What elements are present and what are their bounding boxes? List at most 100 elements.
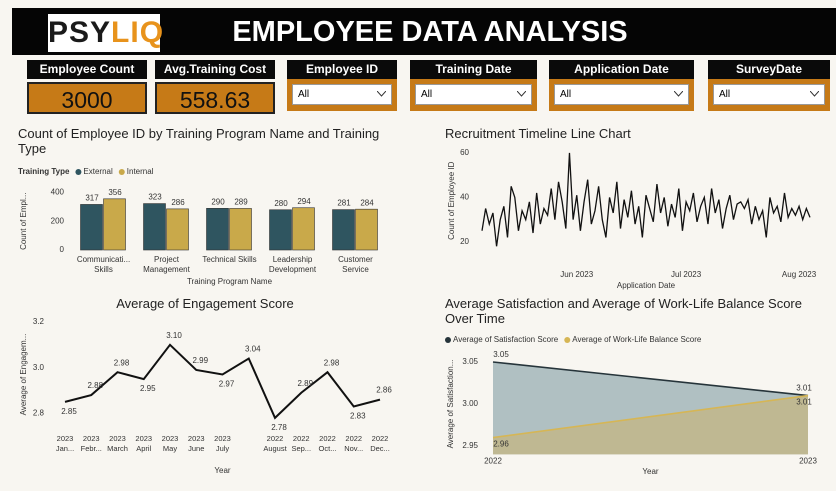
y-tick-label: 3.2 [33,317,45,326]
chevron [674,91,683,97]
chart-title: Average of Engagement Score [116,296,294,311]
chart-canvas: 0 200 400 Count of Empl... Training Program … [18,167,378,286]
y-tick-label: 40 [460,193,469,202]
y-tick-label: 400 [51,188,65,197]
x-tick-label: 2023 June [187,434,205,453]
bar [332,209,355,251]
data-label: 3.01 [796,384,812,393]
dropdown-value: All [298,89,310,100]
data-label: 2.95 [140,384,156,393]
legend-label: External [83,167,113,176]
y-axis-label: Average of Satisfaction... [446,360,455,449]
legend-title: Training Type [18,167,70,176]
chart: 0 200 400 Count of Empl... Training Program … [18,126,418,291]
data-label: 323 [148,193,162,202]
dropdown[interactable]: All [713,84,825,105]
data-label: 2.99 [192,356,208,365]
card-label: Employee Count [27,60,147,79]
filter: Employee ID All [287,60,397,111]
data-label: 280 [274,199,288,208]
x-tick-label: Project Management [143,255,190,274]
legend-swatch [564,337,571,343]
bar [103,198,126,251]
data-label: 284 [360,198,374,207]
y-tick-label: 2.95 [462,441,478,450]
x-tick-label: 2022 Oct... [318,434,337,453]
chart-title: Count of Employee ID by Training Program… [18,126,380,156]
legend-swatch [445,337,451,343]
chart: 2.8 3.0 3.2 Average of Engagem... Year 2.85 2.… [18,296,418,481]
data-label: 356 [108,188,122,197]
x-tick-label: 2023 July [214,434,231,453]
dropdown[interactable]: All [292,84,392,105]
filter: SurveyDate All [708,60,830,111]
x-tick-label: 2022 Sep... [291,434,312,453]
data-label: 2.98 [324,358,340,367]
dropdown-value: All [560,89,572,100]
dropdown-value: All [421,89,433,100]
filter-label: Employee ID [287,60,397,79]
x-axis-label: Application Date [617,281,676,290]
x-tick-label: Leadership Development [268,255,317,274]
chevron [810,91,819,97]
x-tick-label: 2022 Dec... [370,434,390,453]
dropdown-value: All [719,89,731,100]
dashboard-title: EMPLOYEE DATA ANALYSIS [232,16,628,48]
kpi-card: Employee Count 3000 [27,60,147,114]
data-label: 289 [234,198,248,207]
data-label: 290 [211,197,225,206]
y-tick-label: 3.00 [462,399,478,408]
y-tick-label: 200 [51,216,65,225]
y-tick-label: 60 [460,148,469,157]
y-tick-label: 20 [460,237,469,246]
y-axis-label: Count of Employee ID [447,161,456,239]
line [64,343,381,420]
data-label: 317 [85,194,99,203]
filter-label: SurveyDate [708,60,830,79]
logo-right: LIQ [111,16,165,49]
x-axis-label: Training Program Name [187,277,273,286]
filter-frame: All [549,79,694,111]
x-tick-label: 2023 March [107,434,128,453]
chevron [517,91,526,97]
legend-label: Average of Satisfaction Score [453,335,559,344]
filter: Application Date All [549,60,694,111]
line [492,361,809,397]
data-label: 2.98 [114,358,130,367]
bar [143,203,166,251]
dropdown[interactable]: All [554,84,689,105]
y-tick-label: 0 [60,245,65,254]
data-label: 2.88 [87,381,103,390]
chart-canvas: 2.8 3.0 3.2 Average of Engagem... Year 2.85 2.… [19,317,392,475]
data-label: 2.96 [493,440,509,449]
x-tick-label: Technical Skills [202,255,257,264]
x-tick-label: 2023 [799,457,817,466]
x-tick-label: 2022 Nov... [344,434,364,453]
card-label: Avg.Training Cost [155,60,275,79]
data-label: 2.86 [376,386,392,395]
y-axis-label: Average of Engagem... [19,334,28,416]
card-value: 3000 [27,82,147,114]
line [481,152,811,247]
x-tick-label: 2023 Jan... [55,434,75,453]
kpi-card: Avg.Training Cost 558.63 [155,60,275,114]
x-tick-label: Communicati... Skills [76,255,131,274]
filter-frame: All [708,79,830,111]
data-label: 3.05 [493,350,509,359]
logo: PSYLIQ [48,14,163,52]
dropdown[interactable]: All [415,84,532,105]
filter-frame: All [287,79,397,111]
chart-title: Average Satisfaction and Average of Work… [445,296,802,326]
x-tick-label: Jul 2023 [671,270,702,279]
x-axis-label: Year [642,467,659,476]
chart: 20 40 60 Count of Employee ID Application Da… [445,126,830,291]
legend-label: Average of Work-Life Balance Score [572,335,702,344]
logo-left: PSY [48,16,112,49]
x-tick-label: 2023 April [135,434,153,453]
data-label: 2.85 [61,407,77,416]
chart-title: Recruitment Timeline Line Chart [445,126,631,141]
x-tick-label: Customer Service [338,255,373,274]
x-tick-label: 2023 Febr... [80,434,102,453]
legend-swatch [118,169,125,175]
